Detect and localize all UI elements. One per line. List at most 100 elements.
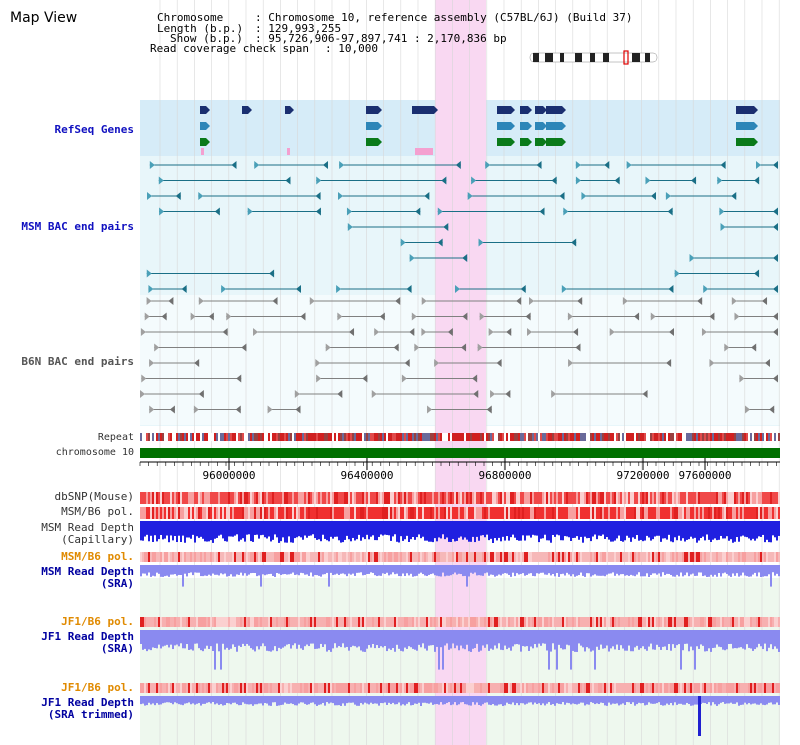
polymorphism-mark [260,492,262,504]
repeat-mark [494,433,496,441]
repeat-mark [426,433,428,441]
polymorphism-mark [754,507,756,519]
repeat-mark [628,433,630,441]
read-depth-bar [506,630,508,650]
polymorphism-mark [590,617,592,627]
read-depth-bar [326,521,328,541]
read-depth-bar [164,521,166,539]
read-depth-bar [668,521,670,535]
polymorphism-mark [154,552,156,562]
read-depth-bar [610,630,612,649]
read-depth-bar [406,565,408,574]
polymorphism-mark [382,507,384,519]
b6n-bac-end [568,359,574,367]
read-depth-bar [144,521,146,537]
read-depth-bar [728,565,730,576]
polymorphism-mark [716,617,718,627]
b6n-bac-end [527,328,533,336]
read-depth-bar [142,696,144,704]
polymorphism-mark [540,552,542,562]
read-depth-bar [740,630,742,648]
polymorphism-mark [528,617,530,627]
polymorphism-mark [224,492,226,504]
repeat-mark [268,433,270,441]
read-depth-bar [662,630,664,647]
read-depth-bar [414,565,416,577]
polymorphism-mark [440,552,442,562]
polymorphism-mark [480,507,482,519]
polymorphism-mark [632,683,634,693]
polymorphism-mark [766,507,768,519]
polymorphism-mark [756,683,758,693]
polymorphism-mark [388,492,390,504]
read-depth-bar [380,630,382,647]
read-depth-bar [546,630,548,651]
polymorphism-mark [250,492,252,504]
read-depth-bar [172,521,174,541]
read-depth-bar [162,696,164,704]
b6n-bac-end [745,405,751,414]
read-depth-bar [186,630,188,645]
polymorphism-mark [688,492,690,504]
read-depth-bar [426,630,428,651]
read-depth-bar [188,521,190,538]
read-depth-bar [288,521,290,537]
repeat-mark [234,433,236,441]
polymorphism-mark [514,552,516,562]
read-depth-bar [740,696,742,705]
polymorphism-mark [680,683,682,693]
polymorphism-mark [376,492,378,504]
read-depth-bar [306,521,308,538]
read-depth-bar [282,630,284,648]
polymorphism-mark [416,507,418,519]
repeat-mark [618,433,620,441]
polymorphism-mark [166,507,168,519]
polymorphism-mark [662,507,664,519]
read-depth-bar [222,565,224,575]
track-label-msm-bac[interactable]: MSM BAC end pairs [21,220,134,233]
polymorphism-mark [540,492,542,504]
msm-bac-end [581,192,587,200]
read-depth-bar [498,521,500,538]
read-depth-bar [528,521,530,536]
polymorphism-mark [694,552,696,562]
polymorphism-mark [284,617,286,627]
polymorphism-mark [464,552,466,562]
read-depth-bar [396,565,398,574]
repeat-mark [264,433,266,441]
track-label-refseq[interactable]: RefSeq Genes [54,123,134,136]
read-depth-bar [344,565,346,575]
polymorphism-mark [336,492,338,504]
polymorphism-mark [356,507,358,519]
polymorphism-mark [390,617,392,627]
polymorphism-mark [718,683,720,693]
repeat-mark [414,433,416,441]
polymorphism-mark [494,617,496,627]
read-depth-bar [348,696,350,703]
b6n-bac-end [379,312,385,321]
polymorphism-mark [364,507,366,519]
read-depth-bar [380,521,382,535]
polymorphism-mark [532,552,534,562]
polymorphism-mark [622,552,624,562]
track-label-b6n-bac[interactable]: B6N BAC end pairs [21,355,134,368]
polymorphism-mark [480,617,482,627]
read-depth-bar [616,630,618,645]
polymorphism-mark [578,507,580,519]
repeat-mark [266,433,268,441]
gene-mark [736,122,758,130]
read-depth-bar [572,696,574,704]
polymorphism-mark [632,507,634,519]
polymorphism-mark [148,683,150,693]
polymorphism-mark [404,617,406,627]
read-depth-bar [166,565,168,576]
msm-bac-end [756,161,762,169]
read-depth-bar [200,696,202,706]
read-depth-bar [598,696,600,705]
polymorphism-mark [468,552,470,562]
read-depth-bar [738,630,740,648]
msm-bac-end [575,161,581,169]
msm-bac-end [247,207,253,216]
polymorphism-mark [774,492,776,504]
polymorphism-mark [432,507,434,519]
